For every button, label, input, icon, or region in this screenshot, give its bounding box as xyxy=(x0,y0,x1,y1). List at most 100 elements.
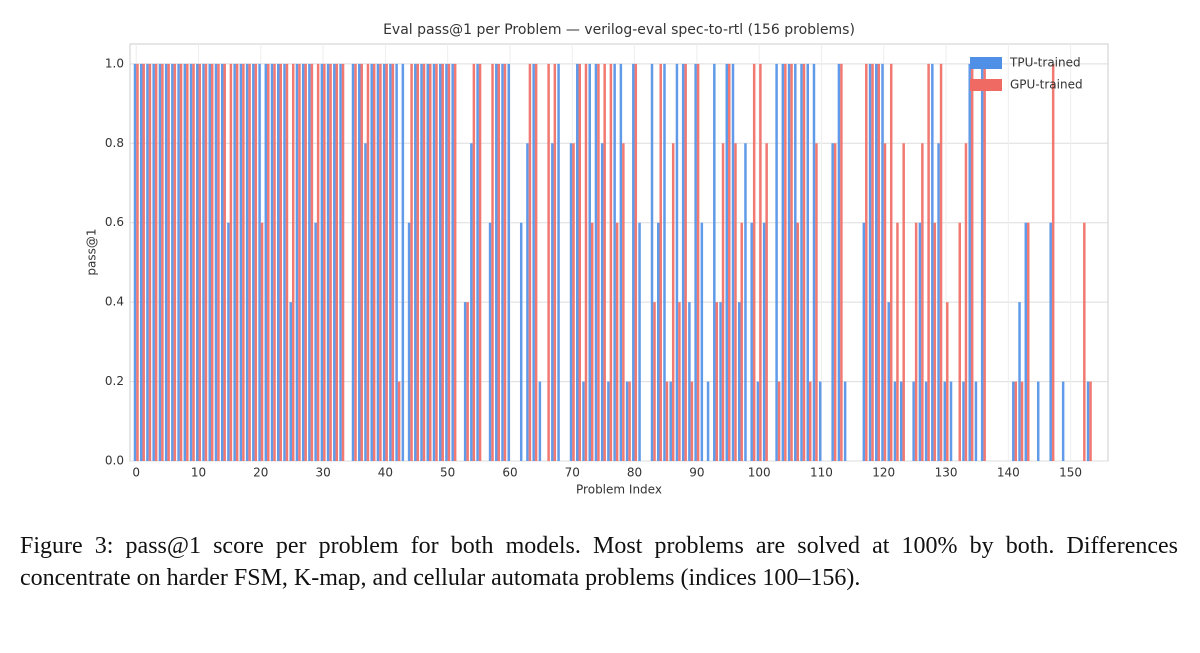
x-tick-label: 70 xyxy=(565,466,580,480)
bar xyxy=(314,222,317,461)
bar xyxy=(700,222,704,461)
bar xyxy=(968,63,971,461)
bar xyxy=(918,222,922,461)
bar xyxy=(818,381,822,461)
bar xyxy=(802,63,806,461)
bar xyxy=(528,63,532,461)
bar xyxy=(186,63,189,461)
bar xyxy=(167,63,170,461)
bar xyxy=(590,222,594,461)
bar xyxy=(715,302,719,461)
bar xyxy=(139,63,143,461)
bar xyxy=(871,63,874,461)
x-axis-label: Problem Index xyxy=(576,483,662,497)
bar xyxy=(924,381,928,461)
bar xyxy=(582,381,585,461)
bar xyxy=(204,63,208,461)
bar xyxy=(737,302,741,461)
bar xyxy=(420,63,423,461)
bar xyxy=(1027,222,1030,461)
bar xyxy=(939,63,943,461)
bar xyxy=(638,222,641,461)
bar xyxy=(808,381,812,461)
bar xyxy=(192,63,195,461)
bar xyxy=(422,63,426,461)
bar xyxy=(491,63,494,461)
bar xyxy=(316,63,320,461)
bar xyxy=(503,63,507,461)
bar xyxy=(927,63,930,461)
bar xyxy=(875,63,878,461)
bar xyxy=(983,63,986,461)
bar xyxy=(447,63,451,461)
bar xyxy=(759,63,762,461)
bar xyxy=(615,222,619,461)
bar xyxy=(227,222,230,461)
bar xyxy=(217,63,220,461)
bar xyxy=(613,63,616,461)
bar xyxy=(488,222,492,461)
x-tick-label: 50 xyxy=(440,466,455,480)
bar xyxy=(354,63,357,461)
bar xyxy=(310,63,314,461)
y-tick-label: 0.2 xyxy=(105,374,124,388)
bar xyxy=(663,63,666,461)
bar xyxy=(731,63,735,461)
bar xyxy=(713,63,716,461)
bar xyxy=(974,381,978,461)
bar xyxy=(364,143,367,462)
bar xyxy=(800,63,803,461)
bar xyxy=(357,63,361,461)
bar xyxy=(796,222,800,461)
bar xyxy=(453,63,457,461)
x-tick-label: 80 xyxy=(627,466,642,480)
bar xyxy=(1020,381,1024,461)
bar xyxy=(958,222,961,461)
bar xyxy=(787,63,791,461)
bar xyxy=(291,63,295,461)
bar xyxy=(295,63,299,461)
bar xyxy=(794,63,797,461)
bar xyxy=(1014,381,1018,461)
bar xyxy=(389,63,392,461)
bar xyxy=(790,63,793,461)
bar xyxy=(242,63,245,461)
bar xyxy=(466,302,469,461)
bar xyxy=(659,63,662,461)
bar xyxy=(728,63,731,461)
bar xyxy=(843,381,847,461)
bar xyxy=(385,63,388,461)
y-tick-label: 0.0 xyxy=(105,454,124,468)
bar xyxy=(329,63,332,461)
bar xyxy=(784,63,787,461)
bar xyxy=(472,63,476,461)
bar xyxy=(650,63,654,461)
bar xyxy=(619,63,623,461)
bar xyxy=(946,302,949,461)
bar xyxy=(933,222,937,461)
bar xyxy=(806,63,809,461)
bar xyxy=(762,222,766,461)
bar xyxy=(273,63,276,461)
bar xyxy=(202,63,205,461)
bar xyxy=(229,63,233,461)
bar xyxy=(625,381,629,461)
bar xyxy=(532,63,535,461)
bar xyxy=(470,143,473,462)
bar xyxy=(576,63,579,461)
bar xyxy=(507,63,510,461)
bar xyxy=(931,63,934,461)
bar xyxy=(519,222,523,461)
bar xyxy=(476,63,479,461)
bar xyxy=(441,63,444,461)
bar xyxy=(681,63,685,461)
bar xyxy=(136,63,139,461)
bar xyxy=(914,222,918,461)
bar xyxy=(183,63,187,461)
bar xyxy=(285,63,289,461)
bar xyxy=(301,63,305,461)
bar xyxy=(609,63,613,461)
bar xyxy=(210,63,214,461)
bar xyxy=(501,63,504,461)
bar xyxy=(335,63,339,461)
